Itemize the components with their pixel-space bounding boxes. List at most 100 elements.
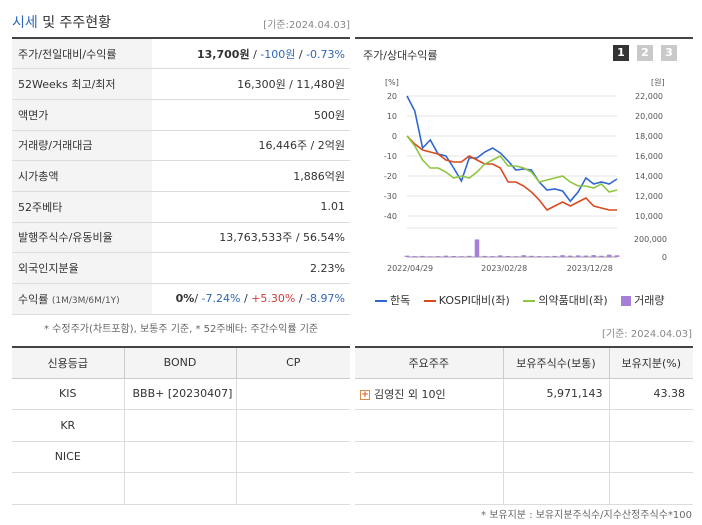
row-label: 52Weeks 최고/최저: [12, 68, 152, 100]
separator: /: [295, 47, 307, 61]
chart-page-3-button[interactable]: 3: [661, 45, 677, 61]
column-header: BOND: [124, 347, 237, 379]
volume-bar: [420, 255, 425, 257]
current-price: 13,700원: [197, 47, 250, 61]
table-row: 액면가 500원: [12, 99, 350, 131]
row-label: 수익률 (1M/3M/6M/1Y): [12, 283, 152, 315]
table-row: 52주베타 1.01: [12, 191, 350, 223]
volume-bar: [544, 256, 550, 257]
row-value: 16,300원 / 11,480원: [152, 68, 350, 100]
left-axis-unit: [%]: [385, 78, 399, 87]
legend-swatch: [621, 296, 632, 306]
holder-shares: [503, 409, 610, 442]
table-header-row: 신용등급 BOND CP: [12, 347, 350, 379]
separator: /: [243, 292, 248, 306]
column-header: 보유지분(%): [609, 347, 693, 379]
table-row: [355, 441, 693, 473]
price-value: 13,700원 / -100원 / -0.73%: [152, 38, 350, 70]
cp-cell: [236, 472, 350, 505]
volume-bar: [536, 256, 542, 257]
volume-bar: [552, 255, 558, 257]
bond-cell: BBB+ [20230407]: [124, 378, 237, 410]
table-row: 외국인지분율 2.23%: [12, 252, 350, 284]
holder-name-cell: [355, 441, 504, 473]
chart-page-2-button[interactable]: 2: [637, 45, 653, 61]
table-row: 수익률 (1M/3M/6M/1Y) 0%/ -7.24% / +5.30% / …: [12, 283, 350, 315]
asof-date-2: [기준: 2024.04.03]: [601, 329, 692, 340]
volume-bar: [568, 255, 573, 257]
agency-cell: KR: [12, 409, 125, 442]
volume-bar: [599, 255, 604, 257]
x-tick-label: 2022/04/29: [387, 264, 433, 273]
price-change-pct: -0.73%: [306, 47, 345, 61]
volume-bar: [404, 255, 410, 257]
holder-shares: [503, 441, 610, 473]
legend-label: 한독: [390, 294, 411, 307]
table-header-row: 주요주주 보유주식수(보통) 보유지분(%): [355, 347, 693, 379]
volume-bar: [412, 256, 418, 257]
right-tick-label: 12,000: [635, 192, 663, 201]
bond-cell: [124, 441, 237, 473]
table-row: KR: [12, 409, 350, 442]
left-tick-label: 20: [387, 92, 397, 101]
right-tick-label: 10,000: [635, 212, 663, 221]
returns-label-sub: (1M/3M/6M/1Y): [51, 295, 120, 306]
legend-item: 한독: [375, 292, 410, 308]
chart-legend: 한독 KOSPI대비(좌) 의약품대비(좌) 거래량: [375, 292, 675, 308]
price-summary-table: 주가/전일대비/수익률 13,700원 / -100원 / -0.73% 52W…: [12, 37, 350, 315]
bond-cell: [124, 409, 237, 442]
legend-swatch: [423, 300, 436, 302]
row-label: 발행주식수/유동비율: [12, 222, 152, 254]
title-rest: 및 주주현황: [37, 15, 112, 31]
volume-tick-label: 200,000: [634, 235, 667, 244]
legend-swatch: [523, 300, 536, 302]
chart-page-1-button[interactable]: 1: [613, 45, 629, 61]
row-value: 2.23%: [152, 252, 350, 284]
legend-label: KOSPI대비(좌): [438, 294, 510, 307]
right-tick-label: 20,000: [635, 112, 663, 121]
holder-name-cell: [355, 472, 504, 505]
table-row: 거래량/거래대금 16,446주 / 2억원: [12, 130, 350, 162]
holder-pct: [609, 409, 693, 442]
volume-bar: [560, 255, 565, 257]
right-tick-label: 14,000: [635, 172, 663, 181]
volume-bar: [591, 255, 596, 257]
volume-bar: [459, 256, 464, 257]
series-line: [406, 135, 618, 193]
cp-cell: [236, 378, 350, 410]
volume-bar: [428, 256, 433, 257]
left-tick-label: 10: [387, 112, 397, 121]
left-tick-label: -30: [384, 192, 397, 201]
return-6m: +5.30%: [251, 292, 296, 306]
table-row: 52Weeks 최고/최저 16,300원 / 11,480원: [12, 68, 350, 100]
volume-bar: [443, 255, 449, 257]
row-value: 1.01: [152, 191, 350, 223]
holder-shares: 5,971,143: [503, 378, 610, 410]
separator: /: [194, 292, 199, 306]
volume-bar: [482, 255, 488, 257]
volume-bar: [529, 255, 534, 257]
asof-date: [기준:2024.04.03]: [263, 20, 350, 31]
volume-bar: [583, 255, 589, 257]
row-value: 16,446주 / 2억원: [152, 130, 350, 162]
volume-bar: [498, 255, 503, 257]
holder-pct: [609, 441, 693, 473]
left-tick-label: -40: [384, 212, 397, 221]
section-title: 시세 및 주주현황: [12, 12, 111, 32]
volume-tick-label: 0: [662, 253, 667, 262]
cp-cell: [236, 409, 350, 442]
column-header: 신용등급: [12, 347, 125, 379]
series-line: [406, 135, 617, 212]
separator: /: [249, 47, 261, 61]
table-row: KIS BBB+ [20230407]: [12, 378, 350, 410]
expand-plus-icon[interactable]: +: [360, 389, 370, 400]
price-footnote: * 수정주가(차트포함), 보통주 기준, * 52주베타: 주간수익률 기준: [44, 324, 319, 335]
table-row: NICE: [12, 441, 350, 473]
table-row: [355, 472, 693, 505]
volume-bar: [575, 255, 581, 257]
section-header: 시세 및 주주현황 [기준:2024.04.03]: [12, 10, 350, 34]
column-header: 보유주식수(보통): [503, 347, 610, 379]
major-holders-table: 주요주주 보유주식수(보통) 보유지분(%) + 김영진 외 10인 5,971,…: [355, 346, 693, 505]
bond-cell: [124, 472, 237, 505]
volume-bar: [490, 256, 495, 257]
